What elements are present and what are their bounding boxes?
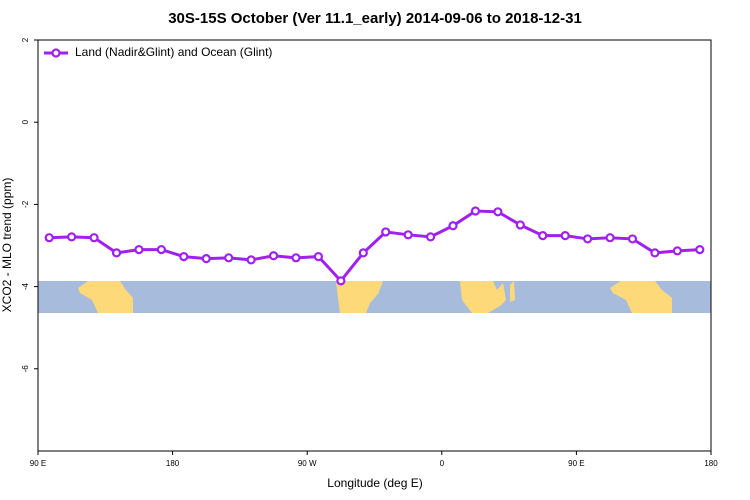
data-point [583, 234, 593, 244]
data-point [111, 248, 122, 258]
chart-title: 30S-15S October (Ver 11.1_early) 2014-09… [168, 10, 582, 27]
series-line [49, 209, 700, 284]
data-point [538, 231, 548, 241]
x-tick-label: 0 [440, 459, 445, 468]
land [460, 281, 506, 313]
data-point [672, 246, 682, 256]
data-point [515, 220, 525, 230]
y-tick-label: 0 [21, 119, 30, 124]
data-point [470, 206, 481, 216]
data-point [44, 233, 54, 243]
legend-marker [51, 48, 61, 58]
data-point [381, 227, 391, 237]
data-point [493, 207, 503, 217]
data-point [336, 276, 346, 286]
data-point [268, 251, 279, 261]
y-axis-label: XCO2 - MLO trend (ppm) [0, 178, 14, 313]
data-point [246, 255, 256, 265]
data-point [67, 232, 77, 242]
land [336, 281, 383, 313]
x-tick-label: 90 W [298, 459, 317, 468]
data-point [605, 233, 615, 243]
y-tick-label: -4 [21, 282, 30, 290]
y-tick-label: -2 [21, 200, 30, 208]
x-tick-label: 180 [704, 459, 718, 468]
land [510, 281, 515, 302]
data-point [201, 254, 211, 264]
data-point [650, 248, 660, 258]
land [78, 281, 133, 313]
x-tick-label: 90 E [568, 459, 584, 468]
data-point [291, 253, 301, 263]
x-tick-label: 180 [166, 459, 180, 468]
data-point [156, 245, 166, 255]
data-point [313, 251, 324, 262]
x-axis-label: Longitude (deg E) [327, 476, 422, 490]
data-point [134, 245, 144, 255]
data-point [358, 248, 368, 258]
legend-label: Land (Nadir&Glint) and Ocean (Glint) [75, 45, 272, 59]
map-band [38, 281, 711, 313]
y-tick-label: -6 [21, 365, 30, 373]
x-tick-label: 90 E [30, 459, 46, 468]
data-point [179, 251, 189, 262]
data-point [695, 245, 705, 255]
plot-frame [37, 39, 712, 452]
data-point [89, 233, 99, 243]
data-point [425, 232, 436, 242]
land [610, 281, 672, 313]
data-point [448, 221, 458, 231]
data-point [627, 234, 638, 244]
data-point [560, 231, 570, 241]
data-point [403, 230, 413, 240]
y-tick-label: 2 [21, 37, 30, 42]
data-point [224, 253, 234, 263]
